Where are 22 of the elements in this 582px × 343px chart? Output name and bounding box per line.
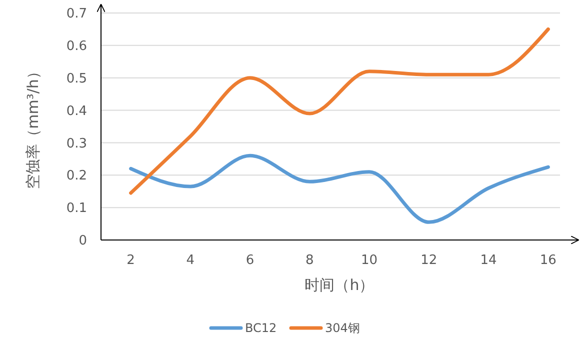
y-tick-label: 0.2 [66, 168, 87, 184]
y-tick-label: 0.5 [66, 71, 87, 86]
y-tick-label: 0.4 [66, 104, 87, 119]
y-tick-label: 0 [78, 234, 87, 249]
legend-label: BC12 [245, 321, 277, 336]
x-tick-label: 10 [361, 253, 378, 268]
line-series [129, 27, 550, 195]
x-axis-title: 时间（h） [304, 276, 374, 294]
line-series [129, 154, 550, 224]
x-tick-label: 6 [246, 253, 254, 268]
x-tick-label: 4 [186, 253, 195, 268]
y-tick-label: 0.6 [66, 38, 87, 54]
y-tick-label: 0.3 [66, 136, 87, 152]
x-tick-label: 8 [306, 253, 314, 268]
x-tick-label: 16 [540, 253, 556, 268]
legend-label: 304钢 [325, 321, 360, 336]
x-tick-label: 12 [420, 253, 438, 268]
y-tick-label: 0.7 [66, 6, 87, 22]
x-tick-label: 2 [126, 253, 135, 268]
y-tick-label: 0.1 [66, 201, 87, 216]
x-tick-label: 14 [480, 253, 497, 268]
y-axis-title: 空蚀率（mm³/h） [24, 64, 42, 189]
